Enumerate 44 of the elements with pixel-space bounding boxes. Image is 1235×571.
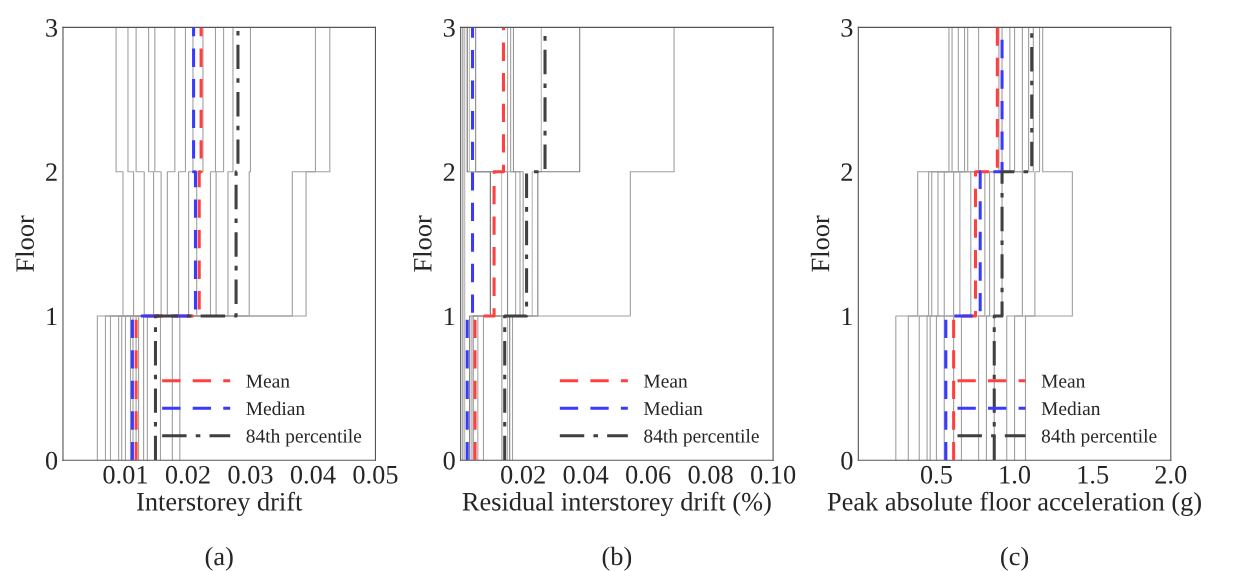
y-axis-title: Floor bbox=[15, 215, 35, 272]
x-tick-label: 1.5 bbox=[1078, 465, 1109, 484]
y-tick-label: 1 bbox=[444, 307, 455, 326]
legend-label: 84th percentile bbox=[1041, 428, 1157, 447]
y-tick-label: 3 bbox=[46, 19, 58, 37]
x-tick-label: 0.06 bbox=[626, 465, 671, 484]
x-tick-label: 0.05 bbox=[353, 465, 398, 484]
y-tick-label: 0 bbox=[45, 451, 58, 470]
legend-label: Median bbox=[246, 401, 305, 416]
y-tick-label: 3 bbox=[443, 19, 455, 37]
x-tick-label: 0.03 bbox=[228, 465, 273, 484]
text: (a) bbox=[205, 546, 233, 571]
y-tick-label: 0 bbox=[443, 451, 455, 470]
y-tick-label: 2 bbox=[841, 163, 853, 181]
x-tick-label: 0.01 bbox=[103, 465, 147, 484]
legend-label: Median bbox=[643, 401, 703, 416]
legend-label: Mean bbox=[246, 374, 290, 388]
legend-label: Mean bbox=[1041, 374, 1086, 388]
legend-label: Median bbox=[1041, 401, 1101, 416]
legend-label: 84th percentile bbox=[246, 428, 362, 447]
y-tick-label: 0 bbox=[841, 451, 853, 470]
x-tick-label: 1.0 bbox=[1000, 465, 1031, 484]
x-axis-title: Residual interstorey drift (%) bbox=[462, 491, 771, 517]
x-tick-label: 0.08 bbox=[688, 465, 733, 484]
x-tick-label: 0.10 bbox=[751, 465, 796, 484]
text: (c) bbox=[1001, 546, 1029, 571]
x-tick-label: 0.5 bbox=[920, 465, 952, 484]
x-tick-label: 0.04 bbox=[563, 465, 609, 484]
text: (b) bbox=[602, 546, 632, 571]
y-tick-label: 1 bbox=[47, 307, 57, 326]
x-tick-label: 2.0 bbox=[1155, 465, 1187, 484]
y-tick-label: 1 bbox=[842, 307, 852, 326]
x-axis-title: Interstorey drift bbox=[137, 491, 303, 517]
y-tick-label: 2 bbox=[443, 163, 455, 181]
legend-label: 84th percentile bbox=[644, 428, 759, 447]
y-tick-label: 3 bbox=[841, 19, 853, 37]
x-tick-label: 0.02 bbox=[165, 465, 210, 484]
x-axis-title: Peak absolute floor acceleration (g) bbox=[827, 491, 1201, 517]
x-tick-label: 0.04 bbox=[290, 465, 336, 484]
y-axis-title: Floor bbox=[413, 215, 432, 272]
y-axis-title: Floor bbox=[810, 215, 830, 272]
x-tick-label: 0.02 bbox=[501, 465, 545, 484]
legend-label: Mean bbox=[643, 374, 688, 388]
y-tick-label: 2 bbox=[46, 163, 57, 181]
